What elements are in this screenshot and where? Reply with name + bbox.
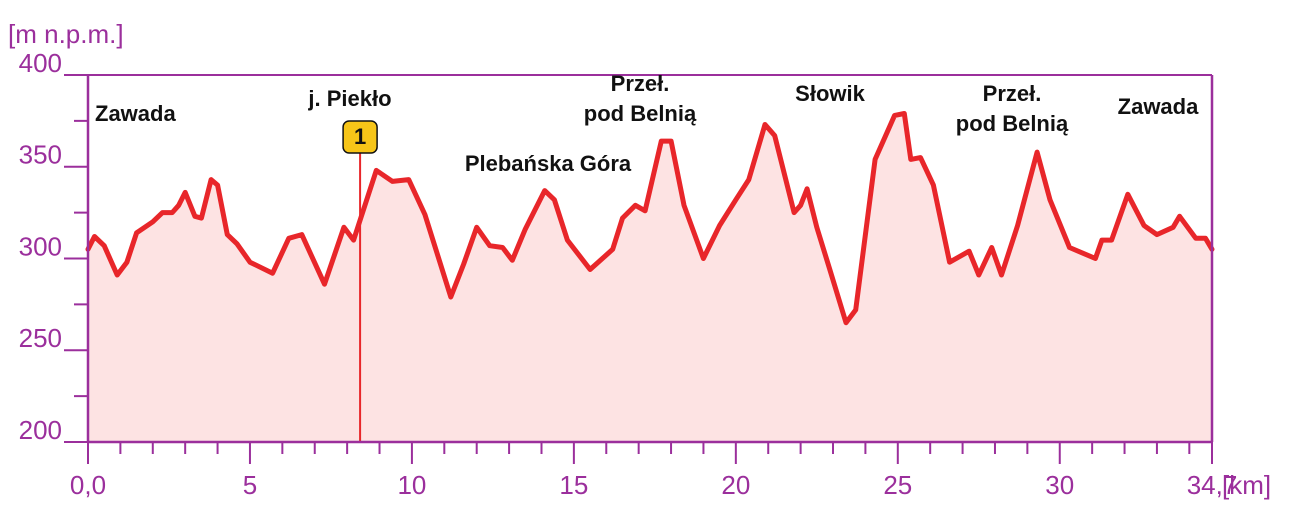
marker-label: 1: [354, 124, 366, 149]
x-tick-label: 25: [883, 470, 912, 500]
marker-badge: [342, 120, 378, 154]
x-tick-label: 34,7: [1187, 470, 1238, 500]
place-label: j. Piekło: [307, 86, 391, 111]
y-tick-label: 350: [19, 140, 62, 170]
profile-line: [85, 111, 1215, 326]
place-label: Zawada: [1118, 94, 1199, 119]
place-label: Zawada: [95, 101, 176, 126]
place-label: pod Belnią: [584, 101, 697, 126]
x-axis-label: [km]: [1222, 470, 1271, 500]
place-label: Plebańska Góra: [465, 151, 632, 176]
y-tick-label: 300: [19, 231, 62, 261]
x-tick-label: 10: [397, 470, 426, 500]
x-tick-label: 20: [721, 470, 750, 500]
place-label: Słowik: [795, 81, 865, 106]
x-tick-label: 15: [559, 470, 588, 500]
area-fill: [88, 113, 1212, 442]
y-tick-label: 400: [19, 48, 62, 78]
x-tick-label: 5: [243, 470, 257, 500]
y-axis-label: [m n.p.m.]: [8, 19, 124, 49]
x-tick-label: 0,0: [70, 470, 106, 500]
place-label: Przeł.: [983, 81, 1042, 106]
y-tick-label: 250: [19, 323, 62, 353]
place-label: pod Belnią: [956, 111, 1069, 136]
place-label: Przeł.: [611, 71, 670, 96]
y-tick-label: 200: [19, 415, 62, 445]
x-tick-label: 30: [1045, 470, 1074, 500]
